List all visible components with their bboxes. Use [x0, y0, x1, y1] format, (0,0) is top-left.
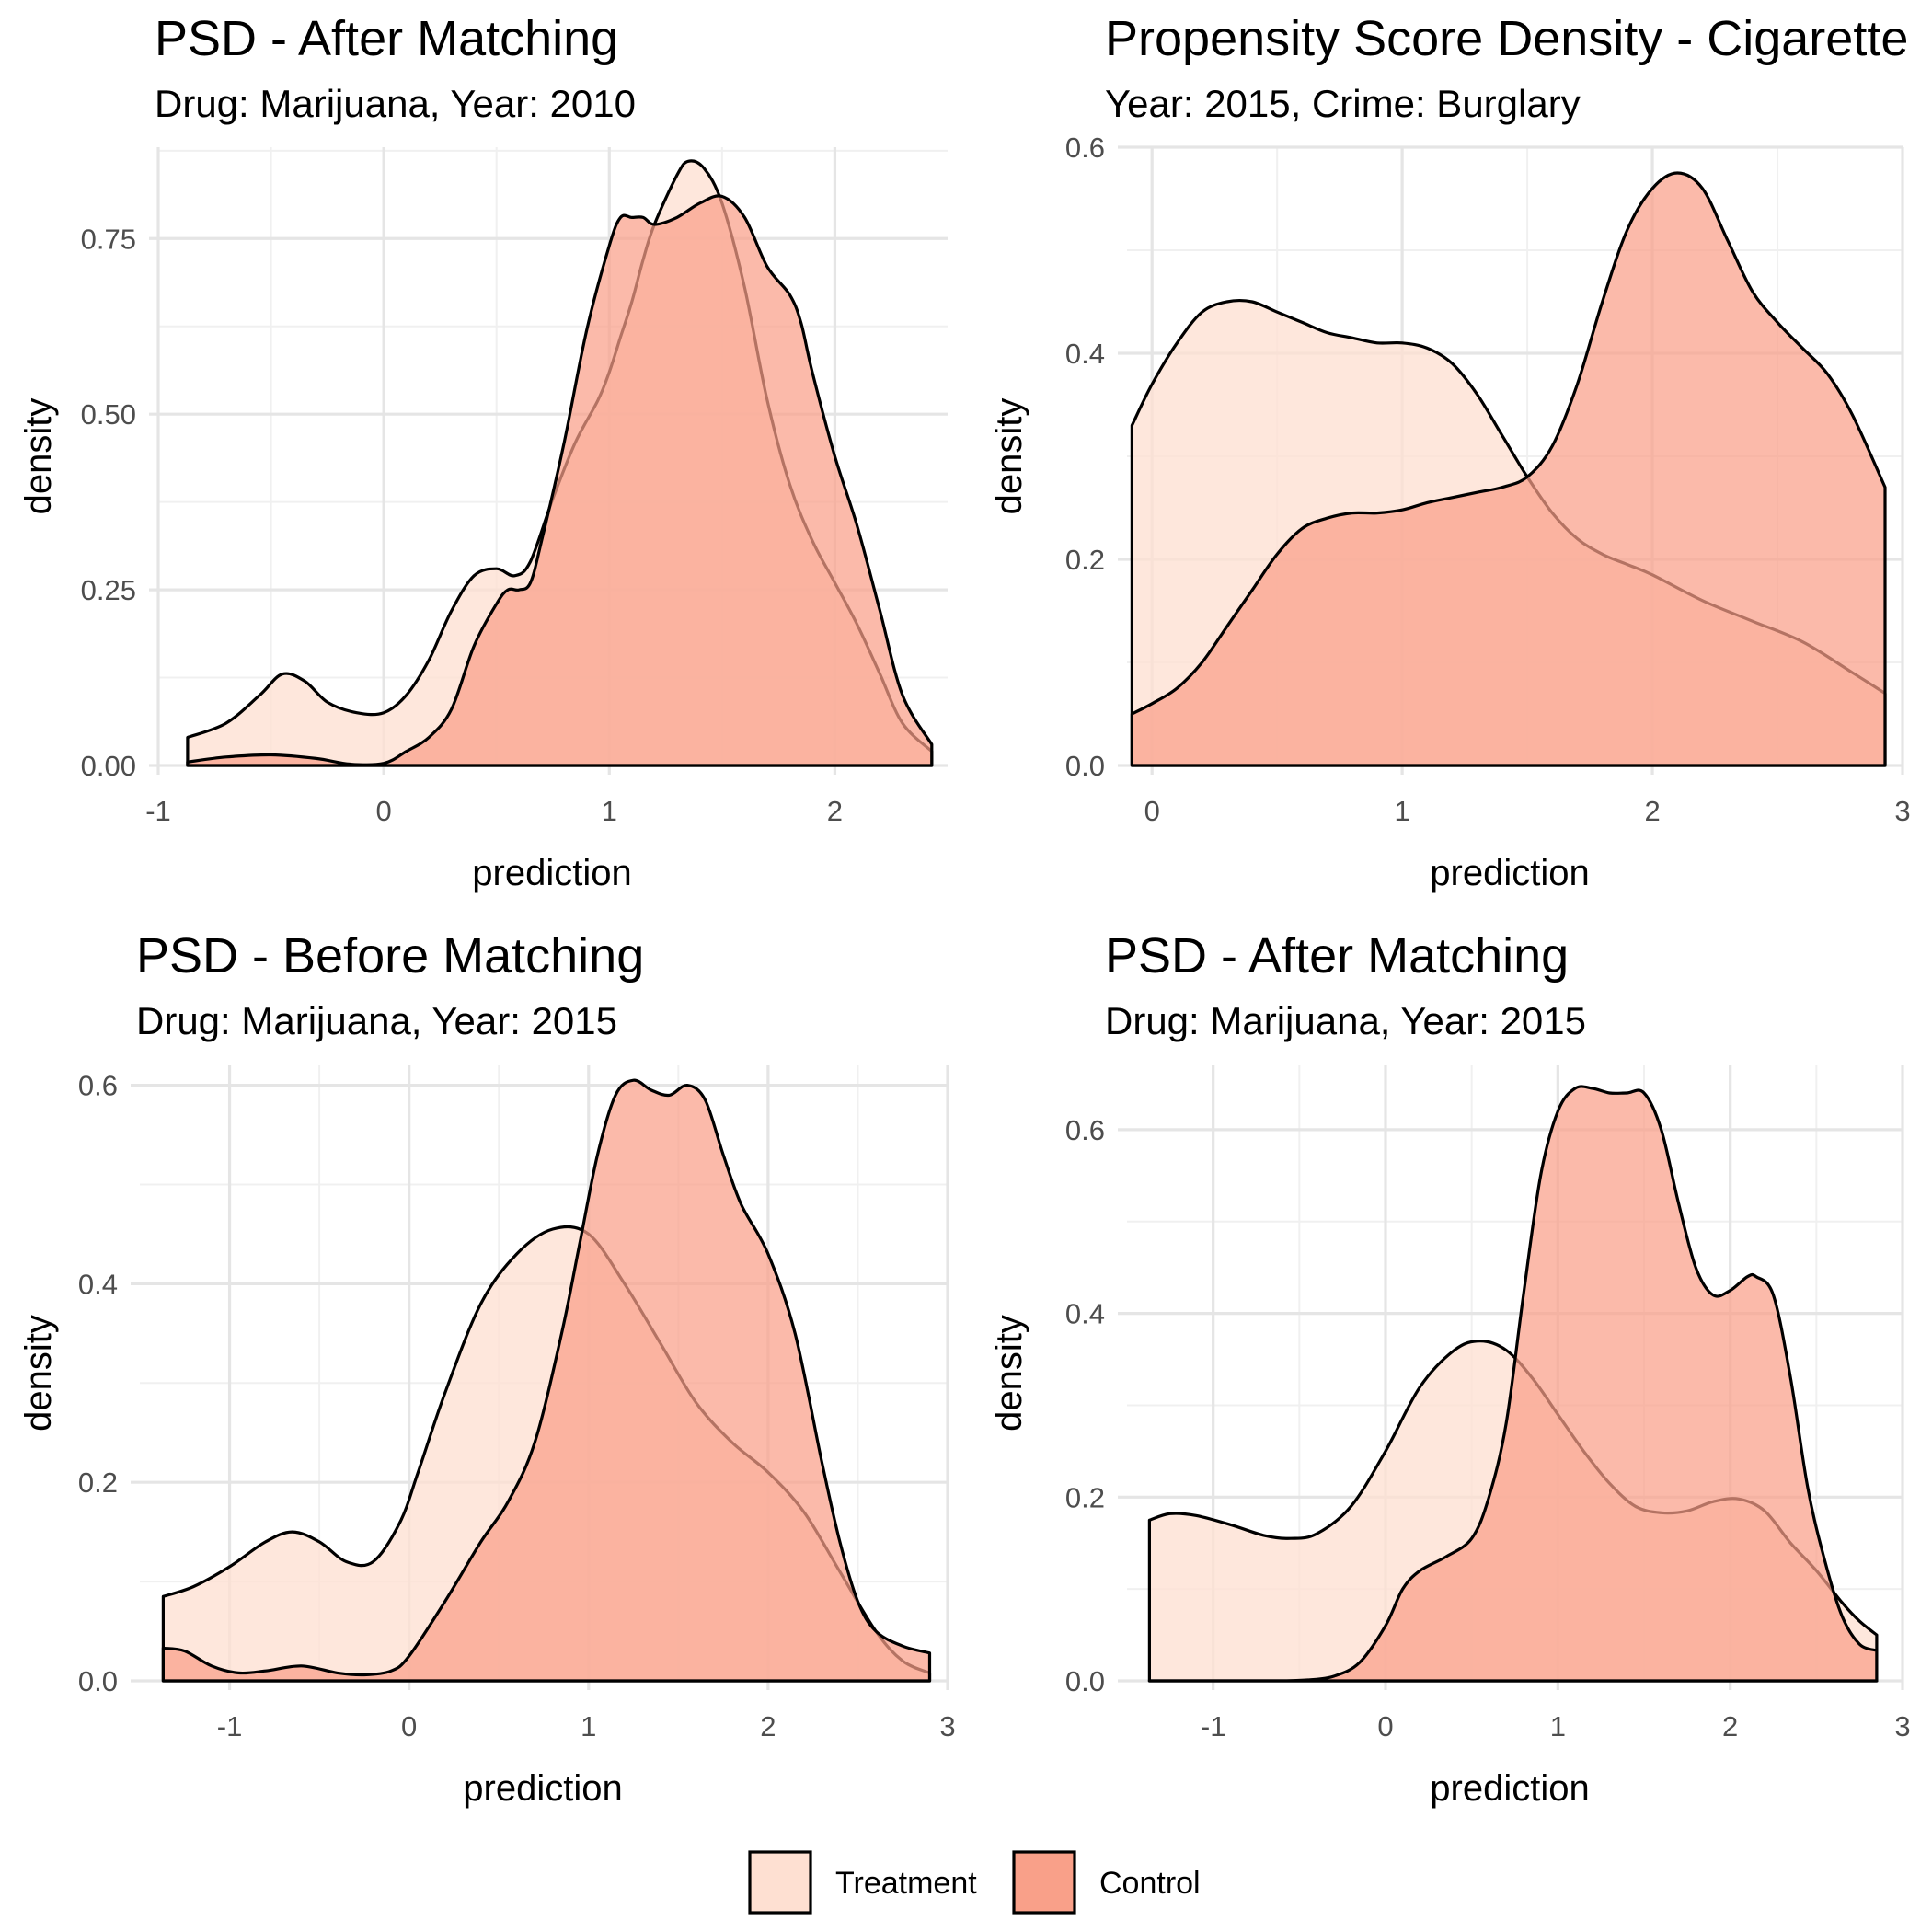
x-axis-label: prediction [1430, 853, 1589, 893]
y-tick-label: 0.4 [78, 1268, 118, 1300]
y-tick-label: 0.2 [78, 1466, 118, 1499]
panel-title: PSD - After Matching [155, 11, 618, 66]
y-axis-label: density [989, 398, 1029, 515]
x-tick-label: 2 [760, 1710, 776, 1742]
x-tick-label: -1 [217, 1710, 243, 1742]
x-tick-label: 1 [602, 795, 617, 827]
density-area-control [161, 1078, 932, 1683]
y-tick-label: 0.0 [1065, 1665, 1105, 1697]
panel-title: PSD - After Matching [1105, 928, 1569, 983]
x-tick-label: -1 [145, 795, 171, 827]
x-tick-label: 2 [827, 795, 843, 827]
chart-panel-top-right: 0 1 2 3 0.0 0.2 0.4 0.6 Propensity Score Density… [989, 11, 1911, 893]
y-tick-label: 0.6 [78, 1070, 118, 1102]
legend-key-control [1012, 1850, 1076, 1915]
legend-label-treatment: Treatment [835, 1866, 977, 1901]
panel-title: Propensity Score Density - Cigarette [1105, 11, 1908, 66]
y-tick-label: 0.0 [1065, 750, 1105, 782]
y-tick-label: 0.75 [81, 223, 136, 255]
y-tick-label: 0.2 [1065, 544, 1105, 576]
x-axis-label: prediction [463, 1768, 622, 1809]
x-tick-label: 0 [1144, 795, 1160, 827]
y-tick-label: 0.50 [81, 398, 136, 431]
x-tick-label: 0 [401, 1710, 417, 1742]
y-tick-label: 0.2 [1065, 1481, 1105, 1513]
x-tick-label: 3 [1894, 1710, 1910, 1742]
y-tick-label: 0.25 [81, 574, 136, 606]
x-tick-label: -1 [1201, 1710, 1226, 1742]
y-tick-label: 0.00 [81, 750, 136, 782]
chart-panel-bottom-left: -1 0 1 2 3 0.0 0.2 0.4 0.6 PSD - Before Matching D… [18, 928, 956, 1809]
x-axis-label: prediction [472, 853, 631, 893]
x-tick-label: 3 [1894, 795, 1910, 827]
density-area-control [186, 194, 934, 767]
y-axis-label: density [18, 398, 59, 515]
y-tick-label: 0.4 [1065, 1298, 1105, 1330]
y-tick-label: 0.6 [1065, 132, 1105, 164]
x-tick-label: 2 [1722, 1710, 1738, 1742]
y-tick-label: 0.4 [1065, 338, 1105, 370]
legend: Treatment Control [748, 1850, 1201, 1915]
y-tick-label: 0.0 [78, 1665, 118, 1697]
y-axis-label: density [989, 1315, 1029, 1432]
panel-subtitle: Year: 2015, Crime: Burglary [1105, 82, 1581, 125]
x-tick-label: 1 [1550, 1710, 1566, 1742]
x-tick-label: 1 [581, 1710, 596, 1742]
x-axis-label: prediction [1430, 1768, 1589, 1809]
x-tick-label: 0 [1377, 1710, 1393, 1742]
panel-title: PSD - Before Matching [136, 928, 644, 983]
density-area-control [1130, 171, 1887, 767]
x-tick-label: 2 [1644, 795, 1660, 827]
panel-subtitle: Drug: Marijuana, Year: 2015 [136, 999, 617, 1042]
chart-panel-top-left: -1 0 1 2 0.00 0.25 0.50 0.75 PSD - After Matchin… [18, 11, 948, 893]
legend-key-treatment [748, 1850, 812, 1915]
density-area-control [1147, 1085, 1879, 1683]
chart-panel-bottom-right: -1 0 1 2 3 0.0 0.2 0.4 0.6 PSD - After Matching Dr… [989, 928, 1911, 1809]
legend-label-control: Control [1099, 1866, 1201, 1901]
x-tick-label: 1 [1395, 795, 1410, 827]
panel-subtitle: Drug: Marijuana, Year: 2015 [1105, 999, 1586, 1042]
x-tick-label: 3 [939, 1710, 955, 1742]
y-tick-label: 0.6 [1065, 1114, 1105, 1146]
x-tick-label: 0 [376, 795, 392, 827]
y-axis-label: density [18, 1315, 59, 1432]
panel-subtitle: Drug: Marijuana, Year: 2010 [155, 82, 636, 125]
